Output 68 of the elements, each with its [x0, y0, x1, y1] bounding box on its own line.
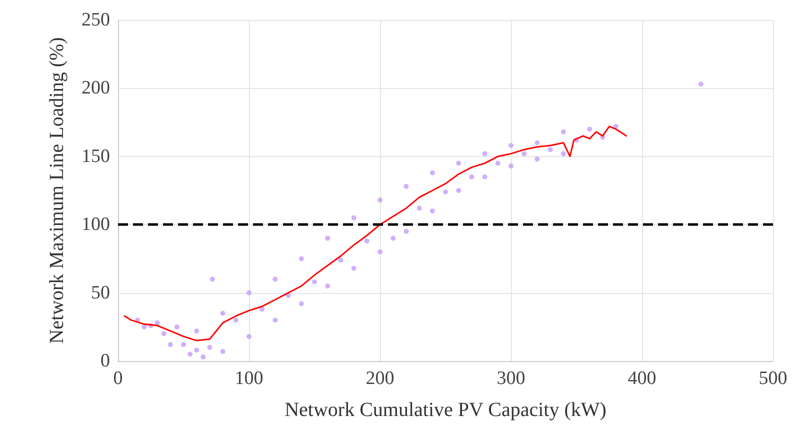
point [522, 151, 527, 156]
point [207, 344, 212, 350]
point [378, 198, 382, 203]
point [181, 342, 186, 348]
point [194, 348, 200, 353]
point [587, 126, 592, 132]
point [482, 174, 488, 180]
point [443, 189, 448, 194]
point [351, 266, 356, 271]
x-tick-label: 300 [496, 368, 526, 389]
point [220, 348, 226, 354]
point [312, 279, 317, 284]
point [404, 228, 409, 234]
y-axis-title: Network Maximum Line Loading (%) [46, 37, 68, 344]
point [430, 208, 435, 214]
point [534, 156, 540, 162]
x-axis-title: Network Cumulative PV Capacity (kW) [284, 399, 606, 421]
y-tick-label: 150 [82, 146, 110, 167]
point [325, 236, 330, 241]
point [220, 310, 226, 316]
point [698, 82, 704, 87]
point [469, 174, 474, 180]
y-tick-label: 250 [82, 10, 110, 30]
point [378, 249, 382, 254]
point [142, 324, 147, 330]
y-tick-label: 100 [82, 214, 110, 236]
point [456, 160, 462, 166]
point [495, 160, 500, 166]
x-tick-label: 100 [234, 368, 264, 389]
point [161, 331, 166, 336]
point [200, 354, 206, 360]
point [508, 163, 514, 168]
point [534, 140, 540, 146]
point [246, 290, 252, 296]
y-tick-label: 0 [100, 350, 110, 372]
point [272, 318, 278, 323]
point [233, 318, 238, 323]
point [560, 129, 566, 134]
point [351, 215, 356, 220]
point [560, 151, 566, 156]
point [338, 258, 344, 263]
point [168, 342, 173, 348]
x-tick-label: 200 [366, 368, 394, 389]
point [404, 184, 409, 189]
point [210, 276, 215, 282]
point [154, 320, 160, 326]
point [272, 276, 278, 282]
point [246, 334, 252, 339]
point [416, 206, 422, 211]
point [286, 293, 291, 298]
point [325, 283, 330, 288]
point [482, 151, 488, 156]
point [194, 328, 200, 334]
point [430, 170, 435, 176]
point [298, 256, 304, 262]
point [508, 142, 514, 148]
x-tick-label: 0 [113, 368, 123, 389]
y-tick-label: 200 [82, 78, 110, 99]
y-tick-label: 50 [91, 282, 110, 304]
point [548, 147, 553, 152]
point [390, 236, 396, 241]
point [364, 238, 370, 244]
point [174, 324, 180, 330]
x-tick-label: 400 [628, 368, 656, 389]
point [188, 352, 193, 357]
point [298, 301, 304, 306]
x-tick-label: 500 [758, 368, 788, 389]
point [456, 188, 462, 193]
